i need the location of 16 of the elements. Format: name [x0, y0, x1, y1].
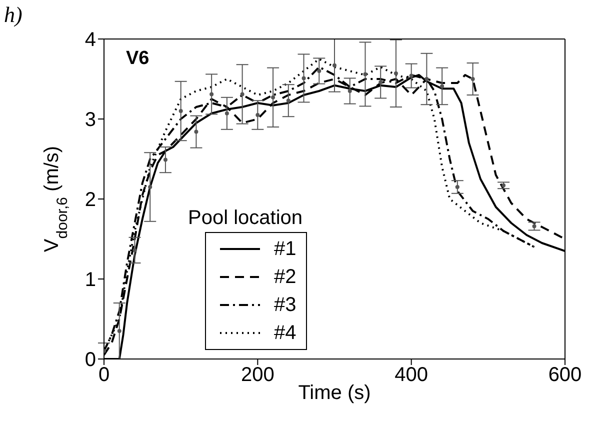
y-tick-label: 2 — [84, 189, 96, 212]
x-axis-title: Time (s) — [298, 382, 371, 404]
y-tick-label: 0 — [84, 349, 96, 372]
x-tick-label: 600 — [548, 364, 582, 386]
legend-label: #2 — [274, 266, 296, 288]
y-tick-label: 1 — [84, 269, 96, 292]
y-tick-label: 3 — [84, 109, 96, 132]
legend-label: #4 — [274, 322, 296, 344]
legend-label: #3 — [274, 294, 296, 316]
x-tick-label: 200 — [240, 364, 274, 386]
legend-label: #1 — [274, 238, 296, 260]
annotation: V6 — [126, 48, 150, 70]
text: h) — [4, 2, 22, 28]
legend-title: Pool location — [188, 207, 304, 230]
x-tick-label: 400 — [394, 364, 428, 386]
y-tick-label: 4 — [84, 29, 96, 52]
